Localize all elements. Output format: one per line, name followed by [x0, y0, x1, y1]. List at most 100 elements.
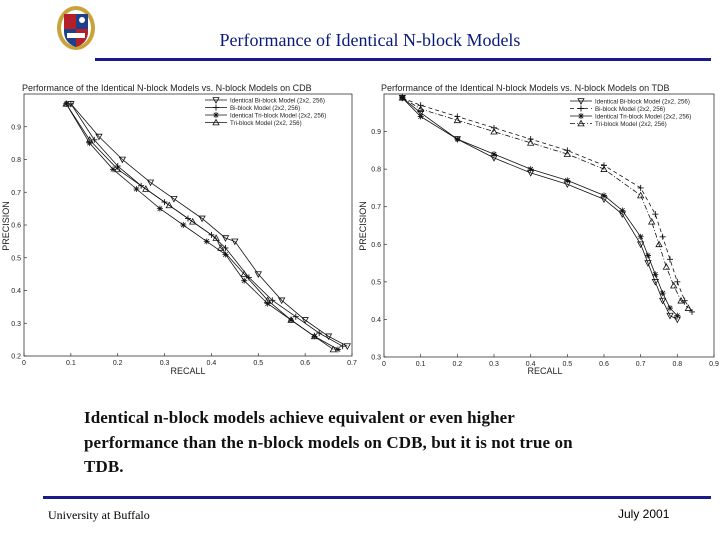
tdb-x-tick-label: 0 — [382, 361, 386, 368]
tdb-series-3-point — [601, 192, 607, 199]
cdb-series-1-point — [146, 179, 155, 187]
cdb-series-4-point — [165, 201, 173, 209]
cdb-series-3-point — [222, 251, 229, 258]
tdb-x-tick-label: 0.5 — [562, 361, 572, 368]
cdb-series-3-point — [264, 300, 271, 307]
tdb-legend-label: Identical Tri-block Model (2x2, 256) — [595, 114, 691, 121]
cdb-series-4-point — [263, 296, 272, 304]
cdb-y-tick-label: 0.5 — [11, 255, 21, 262]
chart-tdb: Performance of the Identical N-block Mod… — [358, 83, 719, 376]
cdb-y-tick-label: 0.4 — [11, 288, 21, 295]
tdb-series-4-point — [669, 281, 678, 289]
cdb-x-tick-label: 0.5 — [253, 360, 263, 367]
cdb-series-3-point — [180, 222, 187, 228]
tdb-series-1-point — [666, 312, 674, 320]
tdb-series-line-4 — [402, 97, 689, 309]
tdb-legend-label: Identical Bi-block Model (2x2, 256) — [595, 99, 690, 106]
tdb-legend-marker — [578, 113, 584, 119]
tdb-series-3-point — [674, 312, 681, 319]
cdb-series-2-point — [292, 313, 299, 320]
cdb-series-line-2 — [70, 103, 343, 347]
tdb-y-tick-label: 0.8 — [371, 167, 381, 174]
tdb-series-3-point — [619, 207, 626, 214]
cdb-series-4-point — [189, 217, 197, 225]
cdb-y-tick-label: 0.9 — [11, 124, 21, 131]
tdb-series-4-point — [636, 191, 645, 199]
cdb-series-2-point — [339, 343, 346, 350]
tdb-x-tick-label: 0.4 — [526, 361, 536, 368]
footer-university: University at Buffalo — [48, 508, 150, 522]
chart-tdb-xlabel: RECALL — [527, 366, 562, 376]
tdb-series-line-2 — [402, 97, 693, 313]
cdb-series-1-point — [301, 317, 309, 324]
tdb-series-3-point — [564, 177, 571, 184]
tdb-legend-marker — [578, 105, 584, 112]
tdb-series-3-point — [417, 113, 424, 120]
tdb-series-3-point — [659, 290, 666, 297]
cdb-y-tick-label: 0.8 — [11, 157, 21, 164]
tdb-series-2-point — [674, 278, 681, 285]
tdb-y-tick-label: 0.7 — [371, 204, 381, 211]
tdb-series-3-point — [645, 252, 651, 259]
cdb-series-1-point — [198, 215, 206, 223]
cdb-series-4-point — [217, 244, 225, 251]
cdb-series-1-point — [278, 297, 286, 305]
cdb-y-tick-label: 0.3 — [11, 321, 21, 328]
tdb-legend-marker — [577, 98, 585, 105]
cdb-series-line-1 — [70, 103, 348, 347]
tdb-legend-label: Tri-block Model (2x2, 256) — [595, 121, 667, 128]
tdb-series-1-point — [651, 279, 660, 286]
cdb-x-tick-label: 0.7 — [347, 360, 357, 367]
tdb-plot-frame — [383, 93, 715, 358]
chart-tdb-title: Performance of the Identical N-block Mod… — [381, 83, 669, 93]
chart-cdb-title: Performance of the Identical N-block Mod… — [22, 83, 312, 93]
tdb-series-3-point — [491, 151, 497, 158]
cdb-series-2-point — [316, 330, 323, 337]
tdb-series-3-point — [454, 136, 461, 143]
tdb-series-line-1 — [402, 97, 678, 320]
cdb-legend-label: Tri-block Model (2x2, 256) — [230, 120, 302, 127]
tdb-x-tick-label: 0.2 — [452, 361, 462, 368]
cdb-legend-label: Bi-block Model (2x2, 256) — [230, 105, 300, 112]
cdb-series-3-point — [86, 140, 93, 147]
slide-caption: Identical n-block models achieve equival… — [84, 408, 573, 476]
cdb-series-4-point — [329, 345, 337, 353]
cdb-series-line-3 — [65, 103, 339, 350]
cdb-series-4-point — [287, 316, 295, 323]
tdb-series-3-point — [637, 233, 644, 240]
tdb-series-4-point — [677, 296, 685, 304]
chart-cdb-ylabel: PRECISION — [1, 201, 11, 251]
cdb-series-1-point — [170, 196, 178, 203]
cdb-plot-frame — [23, 93, 353, 357]
chart-tdb-ylabel: PRECISION — [358, 201, 368, 251]
cdb-series-3-point — [110, 166, 117, 173]
tdb-y-tick-label: 0.6 — [371, 242, 381, 249]
tdb-series-3-point — [652, 271, 659, 278]
tdb-y-tick-label: 0.5 — [371, 279, 381, 286]
university-logo — [57, 6, 95, 50]
tdb-series-4-point — [398, 93, 407, 101]
cdb-legend-marker — [213, 112, 219, 118]
chart-cdb: Performance of the Identical N-block Mod… — [1, 83, 357, 376]
cdb-series-3-point — [241, 277, 248, 284]
cdb-legend-marker — [212, 118, 220, 126]
cdb-y-tick-label: 0.2 — [11, 354, 21, 361]
cdb-legend-marker — [212, 97, 220, 104]
tdb-x-tick-label: 0.6 — [599, 361, 609, 368]
tdb-series-4-point — [416, 105, 425, 112]
cdb-series-1-point — [95, 133, 103, 141]
tdb-series-4-point — [655, 240, 663, 248]
cdb-x-tick-label: 0.1 — [66, 360, 76, 367]
cdb-series-4-point — [142, 185, 150, 192]
tdb-series-3-point — [667, 305, 673, 312]
cdb-series-4-point — [240, 270, 248, 277]
tdb-series-1-point — [644, 260, 652, 267]
cdb-series-1-point — [254, 271, 262, 278]
slide-title: Performance of Identical N-block Models — [219, 30, 521, 50]
tdb-series-2-point — [667, 256, 673, 263]
tdb-series-4-point — [490, 127, 498, 135]
footer-date: July 2001 — [618, 507, 670, 521]
tdb-legend-label: Bi-block Model (2x2, 256) — [595, 106, 665, 113]
tdb-series-4-point — [526, 139, 535, 146]
tdb-series-4-point — [453, 116, 462, 124]
